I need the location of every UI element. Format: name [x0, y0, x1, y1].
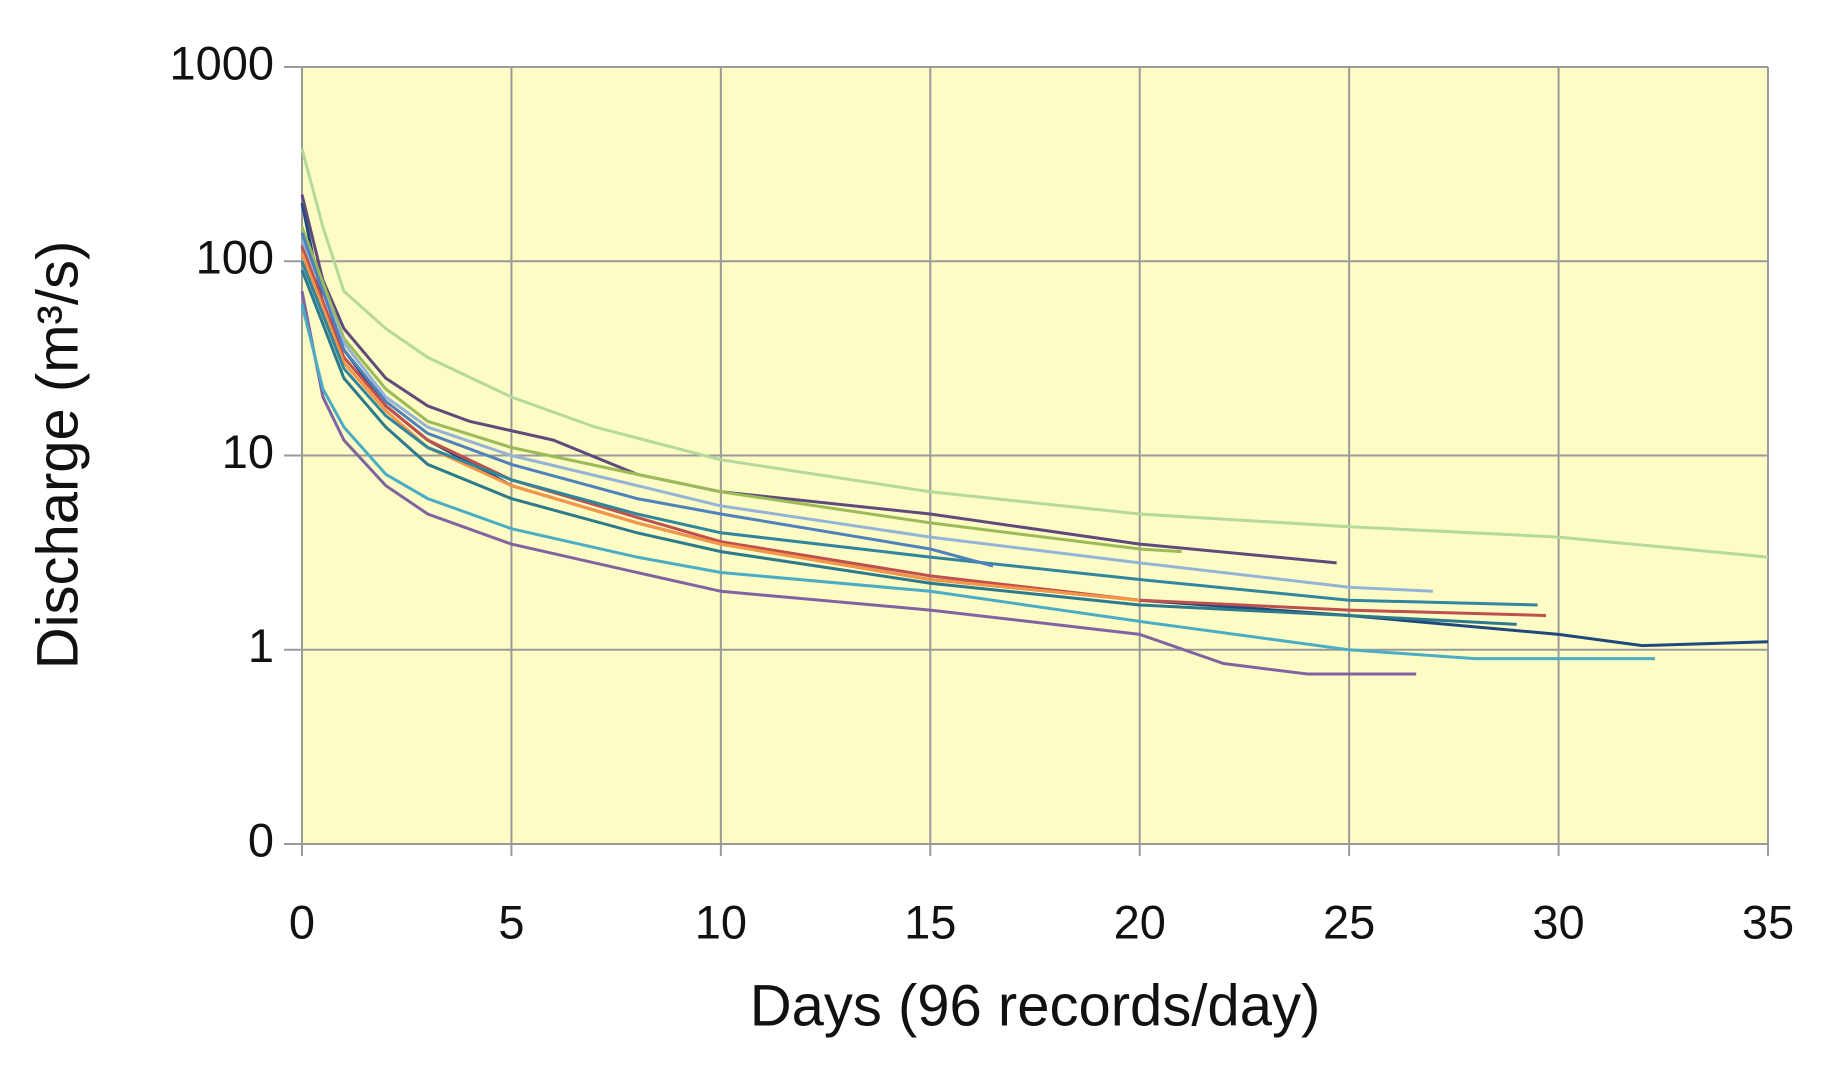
data-line	[300, 238, 1433, 593]
x-tick-label: 10	[695, 895, 747, 948]
data-line	[300, 303, 1655, 661]
x-tick-label: 20	[1114, 895, 1166, 948]
x-tick-label: 30	[1532, 895, 1584, 948]
data-line	[300, 245, 1547, 617]
x-tick-label: 5	[498, 895, 524, 948]
data-line	[300, 148, 1769, 559]
data-line	[300, 194, 1337, 565]
data-line	[300, 269, 1517, 626]
data-line	[300, 226, 1182, 554]
data-line	[300, 260, 1538, 607]
x-tick-label: 25	[1323, 895, 1375, 948]
y-axis-title: Discharge (m³/s)	[25, 241, 90, 670]
data-line	[300, 252, 1140, 602]
data-line	[300, 232, 994, 568]
y-tick-label: 1000	[169, 36, 274, 89]
data-line	[300, 291, 1417, 676]
x-tick-label: 35	[1742, 895, 1794, 948]
x-tick-label: 0	[289, 895, 315, 948]
y-tick-label: 10	[222, 425, 274, 478]
y-tick-label: 100	[196, 231, 274, 284]
x-axis-title: Days (96 records/day)	[750, 973, 1321, 1038]
y-tick-label: 1	[248, 619, 274, 672]
x-tick-label: 15	[904, 895, 956, 948]
y-tick-label: 0	[248, 813, 274, 866]
